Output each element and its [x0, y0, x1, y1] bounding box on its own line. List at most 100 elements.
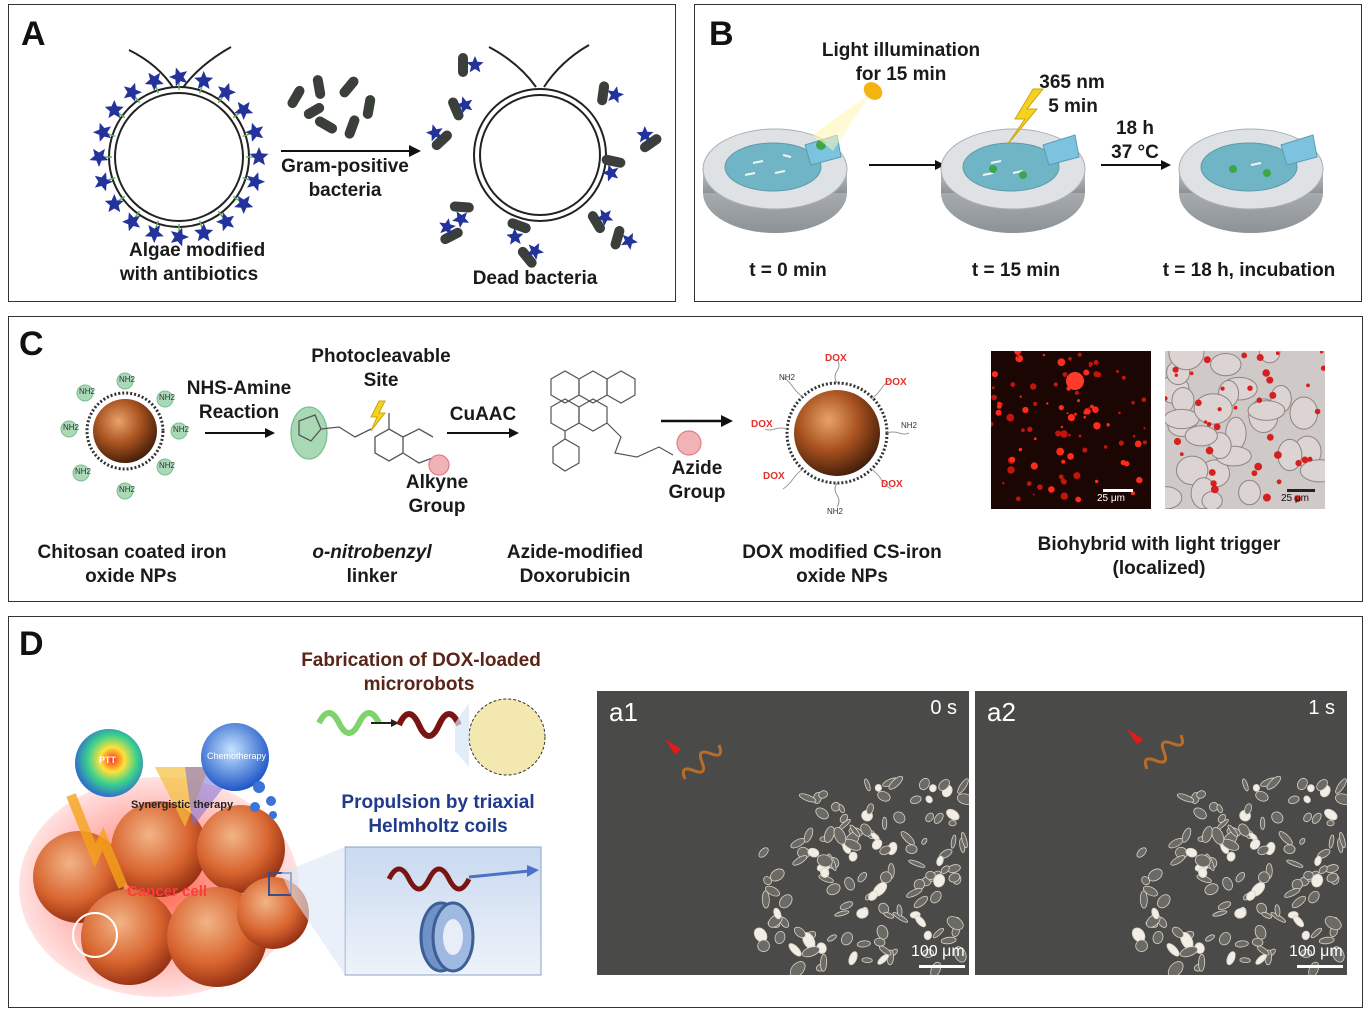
cell [874, 784, 883, 792]
fluorescent-spot [1015, 354, 1023, 363]
cell [1266, 775, 1282, 790]
antibiotic-star-icon [247, 172, 266, 192]
antibiotic-star-icon [104, 194, 124, 213]
photocleavable-lightning-icon [370, 400, 387, 432]
cell-outline [1299, 459, 1325, 483]
cell [946, 916, 964, 931]
cell [779, 894, 793, 909]
cell [1299, 837, 1306, 845]
time-label: 0 s [930, 697, 957, 719]
dead-bacterium-icon [517, 246, 537, 268]
fluorescent-spot [1274, 451, 1282, 459]
fluorescent-spot [1195, 399, 1202, 407]
fluorescent-spot [1078, 434, 1082, 438]
cell [1274, 904, 1281, 917]
amine-label: NH2 [119, 375, 136, 384]
cell [913, 878, 925, 891]
cell [961, 832, 968, 849]
fluorescent-spot [1320, 365, 1325, 371]
helmholtz-coil-icon [419, 901, 475, 973]
cell [838, 804, 845, 814]
fluorescent-spot [1134, 440, 1142, 448]
cell [900, 831, 915, 846]
time-label: 1 s [1308, 697, 1335, 719]
nitrobenzyl-linker-structure [290, 406, 450, 476]
cell [820, 953, 828, 972]
cell [913, 895, 929, 909]
fluorescent-spot [1173, 437, 1182, 446]
cell [1235, 872, 1246, 883]
panel-b: B [694, 4, 1362, 302]
fabrication-label-2: microrobots [363, 674, 475, 695]
ptt-label: PTT [99, 755, 116, 765]
amine-label: NH2 [63, 423, 80, 432]
cell [893, 811, 906, 824]
fluorescent-spot [1262, 369, 1270, 377]
cell [1288, 795, 1300, 805]
fluorescent-spot [1092, 406, 1099, 413]
antibiotic-star-icon [466, 56, 484, 73]
amine-label: NH2 [119, 485, 136, 494]
cell [1284, 887, 1301, 898]
cell [1326, 872, 1339, 883]
fluorescent-spot [1021, 428, 1025, 433]
dox-label: DOX [885, 377, 907, 388]
cell [1307, 784, 1315, 793]
cell [1297, 777, 1308, 791]
dead-bacterium-icon [610, 225, 625, 250]
cell [1151, 907, 1160, 920]
photocleavable-label-1: Photocleavable [311, 346, 451, 367]
fluorescent-spot [1307, 456, 1313, 462]
fluorescent-spot [1141, 397, 1147, 402]
nhs-label-2: Reaction [198, 402, 280, 423]
panel-letter: B [709, 15, 734, 53]
dead-bacterium-icon [440, 227, 463, 245]
fluorescent-spot [1118, 411, 1121, 415]
cell [1324, 916, 1342, 931]
antibiotic-star-icon [456, 96, 473, 114]
fluorescent-spot [1251, 470, 1258, 477]
antibiotic-star-icon [194, 223, 214, 242]
cell [1292, 915, 1305, 928]
cell [807, 847, 820, 858]
fluorescent-spot [1077, 399, 1080, 403]
fluorescent-spot [1143, 427, 1146, 430]
fluorescent-spot [1093, 422, 1101, 430]
scale-label: 25 μm [1281, 493, 1309, 504]
dead-bacterium-icon [601, 154, 626, 168]
cell [1212, 910, 1228, 917]
fluorescent-spot [1275, 351, 1280, 355]
cell-outline [1259, 351, 1281, 364]
panel-b-illustration [702, 82, 1324, 233]
cell [948, 872, 961, 883]
cell [957, 778, 969, 794]
fluorescent-spot [1132, 435, 1136, 438]
dead-bacteria-label: Dead bacteria [472, 268, 598, 289]
amine-label: NH2 [901, 421, 918, 430]
cell [834, 910, 850, 917]
cell [1331, 946, 1345, 963]
dead-bacteria-cluster [426, 53, 662, 268]
arrow-label-1: Gram-positive [281, 156, 409, 177]
cell [823, 826, 835, 843]
cell [849, 824, 861, 837]
cell [953, 946, 967, 963]
pointer-arrow-icon [1127, 729, 1143, 745]
dead-algae-icon [473, 44, 607, 222]
cell [1176, 793, 1195, 803]
fluorescent-spot [1172, 366, 1179, 373]
cell [1185, 847, 1198, 858]
cell [1216, 804, 1223, 814]
cell [914, 915, 927, 928]
fluorescent-spot [1055, 430, 1062, 437]
fluorescent-spot [1026, 481, 1032, 486]
cell [1239, 957, 1251, 964]
fluorescent-spot [1066, 412, 1069, 415]
antibiotic-star-icon [123, 82, 142, 102]
cell [1324, 808, 1338, 821]
cell [956, 793, 969, 805]
panel-a: A Algae modifie [8, 4, 676, 302]
cell [925, 812, 934, 823]
fluorescent-spot [1088, 364, 1092, 368]
panel-d: D [8, 616, 1363, 1008]
